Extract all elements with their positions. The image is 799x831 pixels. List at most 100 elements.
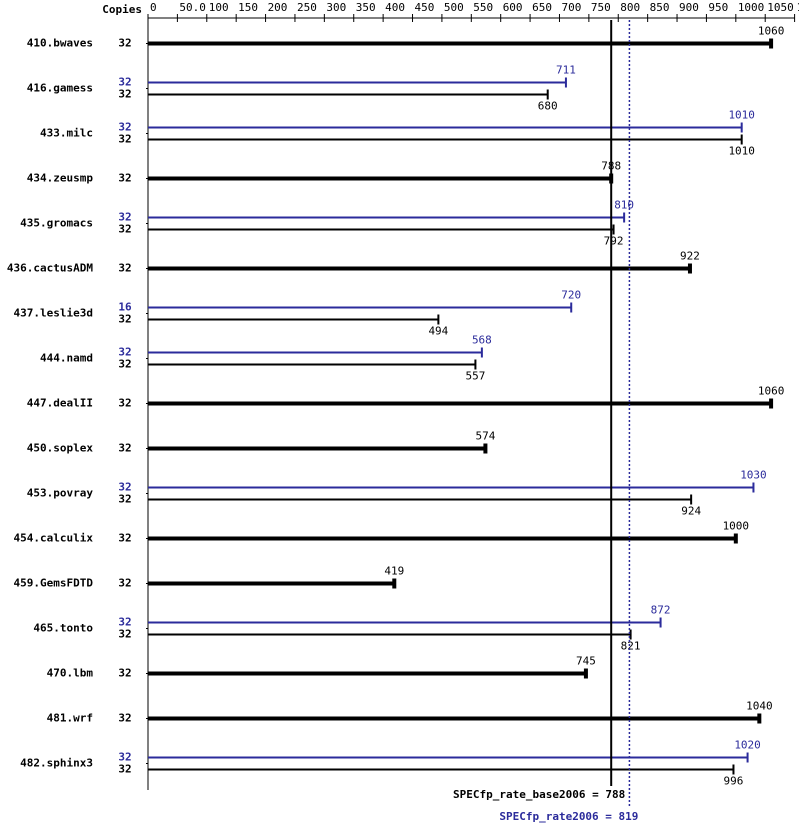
bar: [148, 224, 615, 235]
bar: [148, 764, 735, 775]
copies: 32: [118, 667, 131, 680]
x-tick-label: 50.0: [179, 1, 206, 14]
copies: 32: [118, 37, 131, 50]
bar: [148, 347, 483, 358]
copies-header: Copies: [102, 3, 142, 16]
value-label: 924: [681, 505, 701, 518]
bar: [148, 482, 755, 493]
copies: 32: [118, 442, 131, 455]
copies: 32: [118, 121, 131, 134]
x-tick-label: 0: [150, 1, 157, 14]
copies: 32: [118, 172, 131, 185]
bar: [148, 263, 692, 274]
benchmark-name: 465.tonto: [33, 622, 93, 635]
benchmark-name: 470.lbm: [47, 667, 94, 680]
x-tick-label: 200: [268, 1, 288, 14]
bar: [148, 578, 397, 589]
value-label: 419: [384, 565, 404, 578]
benchmark-name: 454.calculix: [14, 532, 94, 545]
x-tick-label: 1050: [767, 1, 794, 14]
value-label: 1040: [746, 700, 773, 713]
benchmark-name: 436.cactusADM: [7, 262, 93, 275]
copies: 32: [118, 493, 131, 506]
benchmark-name: 444.namd: [40, 352, 93, 365]
x-tick-label: 600: [503, 1, 523, 14]
benchmark-name: 434.zeusmp: [27, 172, 94, 185]
copies: 32: [118, 211, 131, 224]
x-tick-label: 550: [473, 1, 493, 14]
x-tick-label: 750: [591, 1, 611, 14]
benchmark-name: 453.povray: [27, 487, 94, 500]
x-tick-label: 400: [385, 1, 405, 14]
value-label: 711: [556, 64, 576, 77]
copies: 32: [118, 88, 131, 101]
bar: [148, 494, 693, 505]
benchmark-name: 450.soplex: [27, 442, 94, 455]
reference-label: SPECfp_rate2006 = 819: [499, 810, 638, 823]
copies: 32: [118, 628, 131, 641]
value-label: 494: [428, 325, 448, 338]
benchmark-name: 482.sphinx3: [20, 757, 93, 770]
x-tick-label: 350: [356, 1, 376, 14]
value-label: 821: [621, 640, 641, 653]
copies: 32: [118, 577, 131, 590]
value-label: 680: [538, 100, 558, 113]
benchmark-name: 459.GemsFDTD: [14, 577, 94, 590]
reference-label: SPECfp_rate_base2006 = 788: [453, 788, 625, 801]
bar: [148, 38, 774, 49]
copies: 32: [118, 358, 131, 371]
copies: 32: [118, 346, 131, 359]
copies: 32: [118, 712, 131, 725]
bar: [148, 134, 743, 145]
value-label: 574: [475, 430, 495, 443]
benchmark-name: 447.dealII: [27, 397, 93, 410]
bar: [148, 77, 567, 88]
x-tick-label: 950: [708, 1, 728, 14]
value-label: 557: [465, 370, 485, 383]
bar: [148, 359, 477, 370]
x-tick-label: 150: [238, 1, 258, 14]
copies: 32: [118, 313, 131, 326]
value-label: 996: [724, 775, 744, 788]
x-tick-label: 500: [444, 1, 464, 14]
x-tick-label: 850: [650, 1, 670, 14]
benchmark-name: 410.bwaves: [27, 37, 93, 50]
copies: 16: [118, 301, 132, 314]
bar: [148, 752, 749, 763]
bar: [148, 617, 662, 628]
value-label: 1010: [728, 109, 755, 122]
x-tick-label: 700: [561, 1, 581, 14]
value-label: 810: [614, 199, 634, 212]
bar: [148, 314, 440, 325]
x-tick-label: 100: [209, 1, 229, 14]
bar: [148, 89, 549, 100]
copies: 32: [118, 532, 131, 545]
benchmark-name: 435.gromacs: [20, 217, 93, 230]
copies: 32: [118, 397, 131, 410]
copies: 32: [118, 223, 131, 236]
value-label: 720: [561, 289, 581, 302]
bar: [148, 533, 738, 544]
copies: 32: [118, 616, 131, 629]
bar: [148, 443, 488, 454]
bar: [148, 122, 743, 133]
copies: 32: [118, 262, 131, 275]
copies: 32: [118, 76, 131, 89]
value-label: 1020: [734, 739, 761, 752]
bar: [148, 302, 573, 313]
benchmark-name: 416.gamess: [27, 82, 93, 95]
bar: [148, 398, 774, 409]
value-label: 792: [604, 235, 624, 248]
bar: [148, 713, 762, 724]
bar: [148, 212, 626, 223]
bar: [148, 629, 632, 640]
benchmark-name: 437.leslie3d: [14, 307, 93, 320]
copies: 32: [118, 751, 131, 764]
copies: 32: [118, 481, 131, 494]
value-label: 1060: [758, 25, 785, 38]
value-label: 1000: [723, 520, 750, 533]
x-tick-label: 300: [326, 1, 346, 14]
x-tick-label: 250: [297, 1, 317, 14]
benchmark-name: 481.wrf: [47, 712, 93, 725]
x-tick-label: 650: [532, 1, 552, 14]
